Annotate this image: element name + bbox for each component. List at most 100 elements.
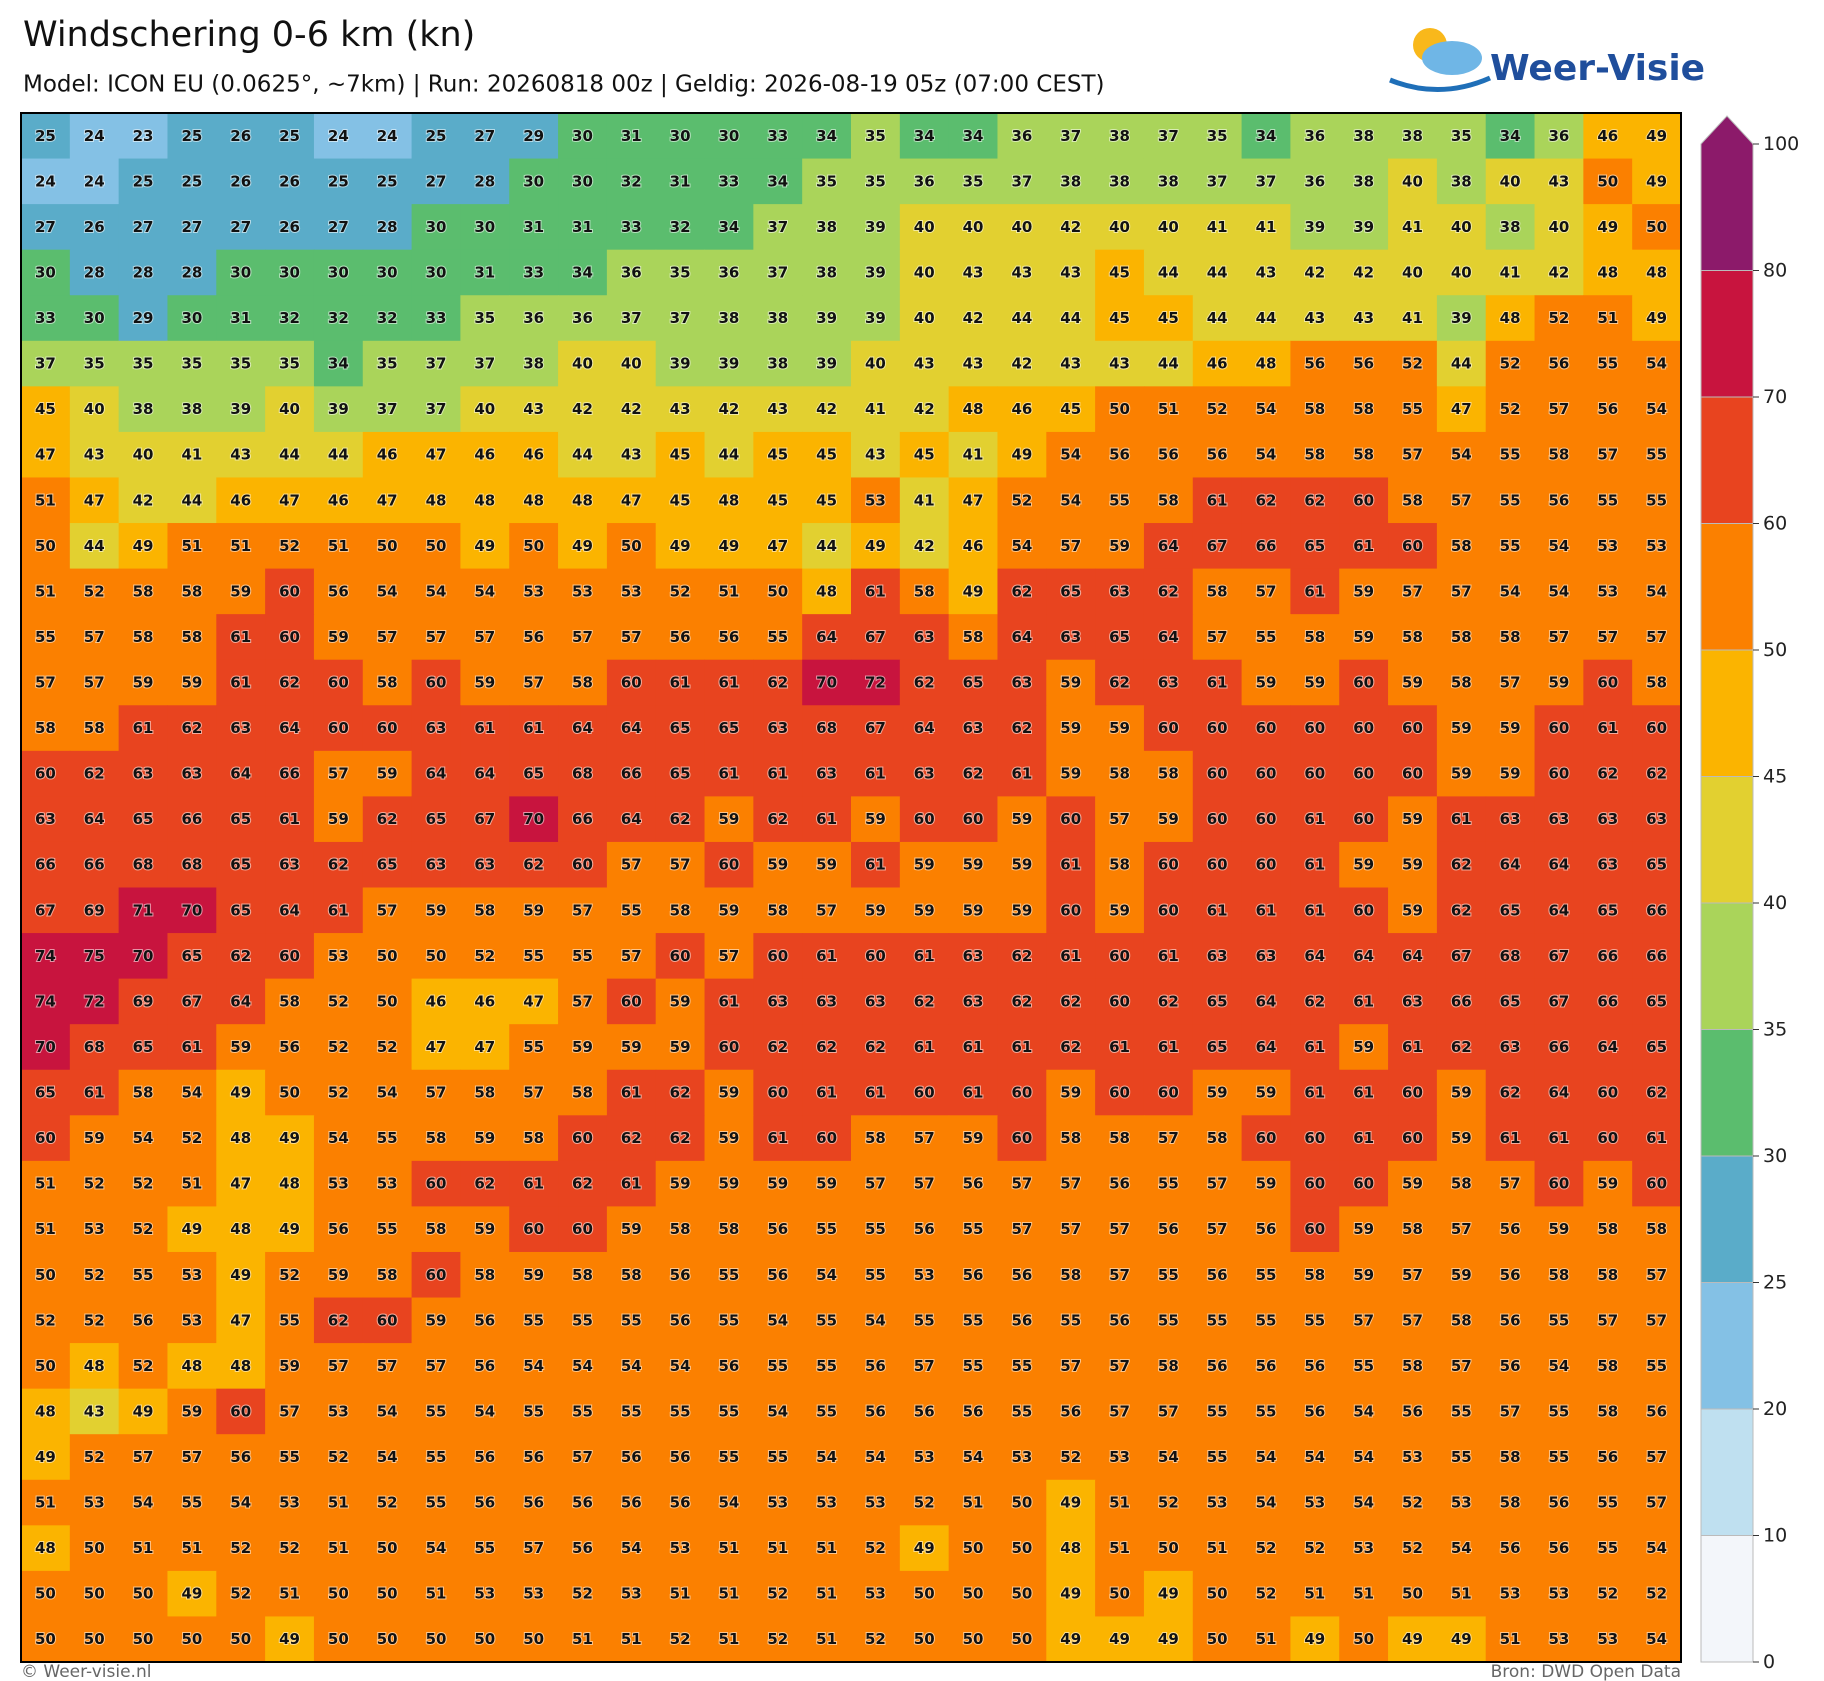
cell [1095,568,1145,615]
cell-value: 53 [1500,1585,1521,1603]
cell [606,659,657,706]
cell-value: 44 [1207,309,1228,327]
cell [753,386,803,433]
cell-value: 56 [1304,355,1325,373]
cell [851,477,901,524]
cell-value: 50 [914,1630,935,1648]
cell [899,295,950,342]
cell-value: 61 [670,673,691,691]
cell [167,1115,217,1162]
cell [216,1479,266,1526]
cell-value: 46 [230,491,251,509]
cell-value: 54 [621,1357,642,1375]
cell [1534,1343,1584,1390]
cell [1095,1024,1145,1071]
cell-value: 48 [230,1129,251,1147]
cell-value: 61 [1304,582,1325,600]
cell [118,523,168,570]
cell-value: 56 [865,1402,886,1420]
cell [1241,204,1291,251]
cell [1388,659,1438,706]
cell [704,978,754,1025]
cell [21,796,71,843]
cell-value: 62 [1158,582,1179,600]
cell [265,477,315,524]
cell [1290,933,1340,980]
cell-value: 48 [963,400,984,418]
cell [558,1251,608,1299]
cell [655,750,706,797]
cell-value: 57 [279,1402,300,1420]
cell [69,1570,120,1617]
cell-value: 52 [1060,1448,1081,1466]
cell-value: 58 [1109,856,1130,874]
cell [606,1616,657,1663]
cell-value: 59 [1353,582,1374,600]
cell [21,1160,71,1207]
cell-value: 53 [1597,537,1618,555]
cell [1290,158,1340,205]
cell [1388,1115,1438,1162]
cell [411,249,461,296]
cell [216,1251,266,1299]
cell [1436,249,1487,296]
cell-value: 57 [426,1357,447,1375]
cell [362,523,413,570]
cell-value: 59 [426,1311,447,1329]
cell-value: 67 [474,810,495,828]
cell [509,1069,559,1116]
cell [1241,1388,1291,1435]
cell [1290,1388,1340,1435]
cell-value: 51 [1304,1585,1325,1603]
cell [1241,340,1291,387]
cell [655,249,706,296]
cell [851,1024,901,1071]
cell [948,1616,998,1663]
cell-value: 61 [1304,856,1325,874]
cell [1534,1297,1584,1344]
cell-value: 60 [1646,719,1667,737]
cell-value: 32 [621,172,642,190]
cell [1388,295,1438,342]
cell-value: 58 [670,901,691,919]
cell-value: 49 [279,1129,300,1147]
cell-value: 70 [523,810,544,828]
cell-value: 50 [426,537,447,555]
cell-value: 41 [914,491,935,509]
cell [362,978,413,1025]
cell-value: 60 [1597,673,1618,691]
cell [167,477,217,524]
cell [460,750,510,797]
cell-value: 57 [621,628,642,646]
cell-value: 60 [426,1266,447,1284]
cell [1583,1616,1633,1663]
cell-value: 56 [767,1266,788,1284]
cell [851,705,901,752]
cell [851,1069,901,1116]
cell-value: 58 [719,1220,740,1238]
cell [704,1069,754,1116]
cell [655,841,706,888]
cell [899,1024,950,1071]
cell-value: 31 [670,172,691,190]
cell [509,1297,559,1344]
cell-value: 60 [1256,1129,1277,1147]
cell [1241,614,1291,661]
map-grid: 25 24 23 25 26 25 24 24 25 27 29 30 31 30 30 33 34 35 34 34… [21,113,1682,1663]
cell-value: 59 [719,1084,740,1102]
cell [1241,1024,1291,1071]
cell-value: 57 [1402,1311,1423,1329]
cell-value: 59 [767,1175,788,1193]
cell-value: 55 [1060,1311,1081,1329]
cell-value: 42 [621,400,642,418]
cell-value: 57 [914,1175,935,1193]
cell [69,750,120,797]
cell-value: 29 [133,309,154,327]
cell [606,750,657,797]
cell [362,249,413,296]
cell-value: 56 [1500,1220,1521,1238]
cell-value: 64 [1500,856,1521,874]
cell-value: 43 [1256,263,1277,281]
cell [69,796,120,843]
cell-value: 50 [328,1585,349,1603]
